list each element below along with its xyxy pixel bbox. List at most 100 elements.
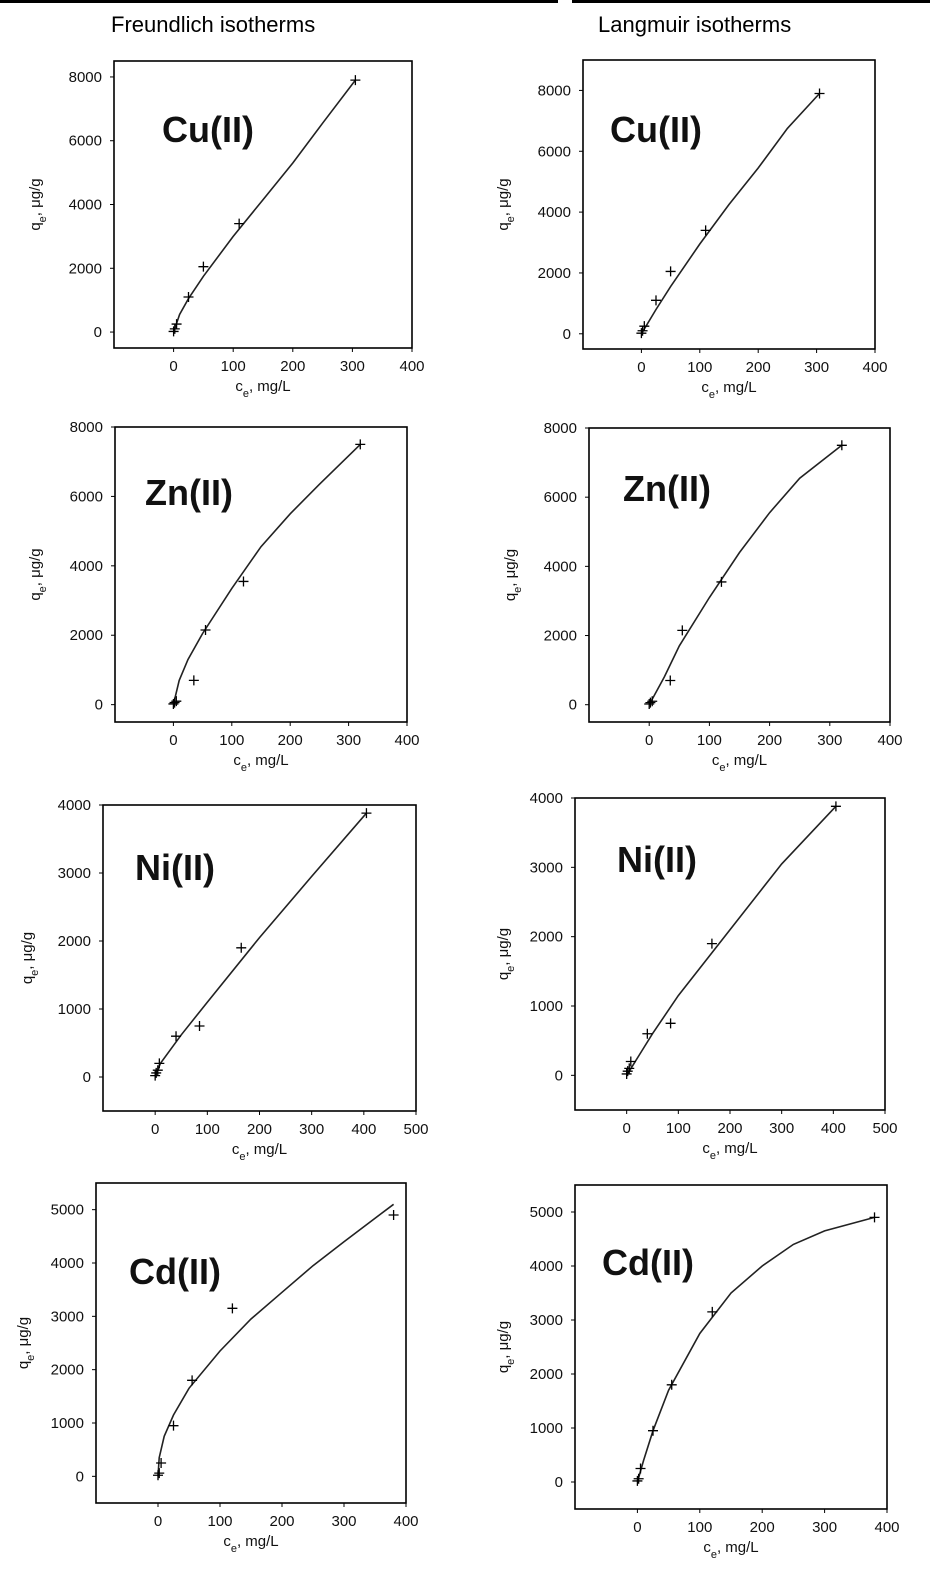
y-tick-label: 6000 — [538, 143, 571, 160]
y-tick-label: 2000 — [538, 265, 571, 282]
x-tick-label: 300 — [769, 1120, 794, 1137]
y-tick-label: 4000 — [70, 558, 103, 575]
data-point — [227, 1303, 238, 1314]
y-axis-label: qe, μg/g — [495, 928, 517, 980]
data-point — [645, 697, 656, 708]
y-tick-label: 0 — [95, 697, 103, 714]
data-point — [388, 1210, 399, 1220]
data-point — [168, 326, 179, 337]
data-point — [171, 319, 182, 330]
data-point — [169, 697, 180, 708]
x-tick-label: 200 — [247, 1121, 272, 1138]
data-point — [647, 696, 658, 707]
fit-curve — [172, 443, 361, 705]
y-tick-label: 2000 — [544, 628, 577, 645]
x-axis-label: ce, mg/L — [712, 752, 767, 774]
x-tick-label: 300 — [817, 732, 842, 749]
fit-curve — [636, 1216, 875, 1483]
chart-panel: 0 100 200 300 40002000400060008000Cu(II)ce, … — [495, 59, 888, 401]
y-tick-label: 1000 — [530, 1420, 563, 1437]
x-tick-label: 400 — [399, 358, 424, 375]
panel-label: Ni(II) — [617, 839, 697, 880]
data-point — [707, 1306, 718, 1317]
x-tick-label: 200 — [717, 1120, 742, 1137]
data-point — [200, 625, 211, 636]
data-point — [188, 675, 199, 686]
y-axis-label: qe, μg/g — [27, 548, 49, 600]
x-axis-label: ce, mg/L — [703, 1539, 758, 1561]
x-axis-label: ce, mg/L — [223, 1533, 278, 1555]
data-point — [171, 696, 182, 707]
data-point — [648, 1425, 658, 1436]
data-point — [169, 323, 180, 334]
data-point — [198, 261, 209, 272]
data-point — [154, 1058, 165, 1069]
y-tick-label: 4000 — [51, 1255, 84, 1272]
y-tick-label: 5000 — [51, 1202, 84, 1219]
data-point — [700, 225, 711, 236]
y-tick-label: 2000 — [51, 1362, 84, 1379]
x-tick-label: 100 — [697, 732, 722, 749]
x-tick-label: 400 — [874, 1519, 899, 1536]
data-point — [168, 1420, 179, 1431]
x-tick-label: 0 — [151, 1121, 159, 1138]
x-tick-label: 300 — [299, 1121, 324, 1138]
x-tick-label: 100 — [207, 1513, 232, 1530]
data-point — [625, 1056, 636, 1067]
x-tick-label: 0 — [637, 359, 645, 376]
data-point — [665, 675, 676, 686]
data-point — [706, 938, 717, 949]
data-point — [633, 1473, 644, 1484]
x-tick-label: 300 — [812, 1519, 837, 1536]
data-point — [350, 75, 361, 86]
chart-panel: 0 100 200 300 400010002000300040005000Cd(II)… — [15, 1182, 419, 1555]
y-axis-label: qe, μg/g — [15, 1317, 37, 1369]
x-tick-label: 100 — [666, 1120, 691, 1137]
y-tick-label: 2000 — [530, 929, 563, 946]
y-axis-label: qe, μg/g — [495, 178, 517, 230]
x-tick-label: 300 — [336, 732, 361, 749]
x-tick-label: 0 — [154, 1513, 162, 1530]
y-tick-label: 0 — [563, 326, 571, 343]
data-point — [171, 1031, 182, 1042]
x-tick-label: 0 — [622, 1120, 630, 1137]
x-axis-label: ce, mg/L — [235, 378, 290, 400]
y-tick-label: 8000 — [70, 419, 103, 436]
plot-frame — [582, 59, 876, 350]
y-tick-label: 0 — [83, 1069, 91, 1086]
data-point — [869, 1212, 880, 1223]
data-point — [153, 1470, 163, 1481]
data-point — [154, 1468, 165, 1479]
data-point — [234, 218, 245, 229]
y-axis-label: qe, μg/g — [495, 1321, 517, 1373]
x-tick-label: 200 — [280, 358, 305, 375]
panel-label: Zn(II) — [623, 468, 711, 509]
y-tick-label: 2000 — [69, 260, 102, 277]
y-tick-label: 0 — [94, 324, 102, 341]
chart-panel: 0 100 200 300 400 500 0 1000 2000 3000 4000 Ni(II) c… — [19, 797, 429, 1163]
data-point — [637, 325, 648, 336]
data-point — [156, 1458, 167, 1468]
y-tick-label: 3000 — [51, 1308, 84, 1325]
plot-frame — [574, 1184, 888, 1510]
data-point — [183, 291, 194, 302]
chart-panel: 0 100 200 300 40002000400060008000Cu(II)ce, … — [27, 60, 425, 400]
x-tick-label: 400 — [877, 732, 902, 749]
y-tick-label: 6000 — [69, 133, 102, 150]
data-point — [632, 1475, 643, 1486]
data-point — [665, 1018, 676, 1029]
x-tick-label: 400 — [862, 359, 887, 376]
data-point — [150, 1070, 161, 1081]
x-tick-label: 100 — [687, 1519, 712, 1536]
panel-label: Cu(II) — [162, 109, 254, 150]
x-tick-label: 0 — [169, 358, 177, 375]
x-tick-label: 200 — [278, 732, 303, 749]
y-tick-label: 4000 — [69, 197, 102, 214]
panel-label: Cu(II) — [610, 109, 702, 150]
x-tick-label: 400 — [351, 1121, 376, 1138]
x-tick-label: 0 — [633, 1519, 641, 1536]
y-tick-label: 2000 — [70, 627, 103, 644]
data-point — [236, 942, 247, 953]
x-tick-label: 300 — [804, 359, 829, 376]
data-point — [651, 295, 661, 306]
